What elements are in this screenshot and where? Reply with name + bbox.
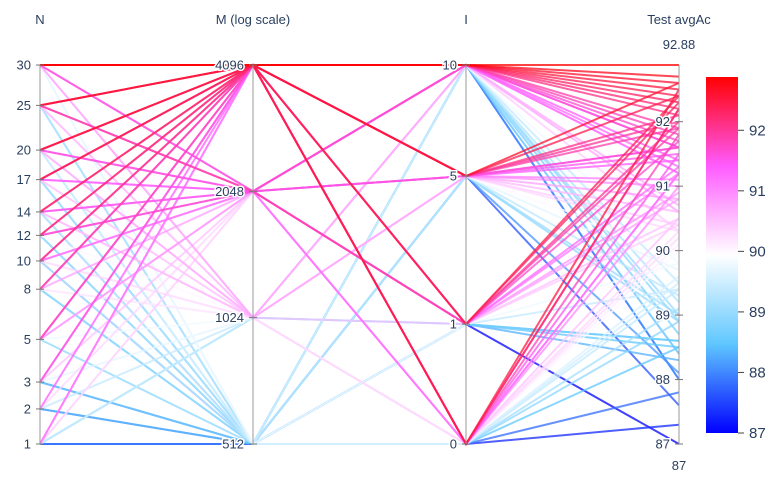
data-line (39, 104, 680, 446)
tick-label: 2 (24, 401, 31, 416)
colorbar-tick-label: 88 (749, 364, 766, 381)
colorbar-tick-label: 89 (749, 304, 766, 321)
tick-label: 5 (450, 169, 457, 184)
tick-label: 4096 (215, 58, 244, 73)
axis-title: Test avgAc (647, 12, 711, 27)
tick-label: 1 (24, 437, 31, 452)
colorbar-tick-label: 90 (749, 243, 766, 260)
tick-label: 90 (656, 243, 670, 258)
axis-title: I (464, 12, 468, 27)
data-line (39, 149, 680, 445)
data-line (40, 423, 680, 445)
data-line (39, 63, 680, 237)
tick-label: 14 (17, 204, 31, 219)
data-line (39, 288, 680, 445)
colorbar: 87 88 89 90 91 92 (706, 77, 766, 442)
tick-label: 1 (450, 317, 457, 332)
colorbar-tick-label: 91 (749, 183, 766, 200)
tick-label: 25 (17, 98, 31, 113)
colorbar-tick-label: 87 (749, 425, 766, 442)
tick-label: 8 (24, 282, 31, 297)
axis-range-min: 87 (672, 458, 686, 473)
axis-range-max: 92.88 (663, 37, 696, 52)
data-line (39, 288, 680, 446)
tick-label: 10 (443, 58, 457, 73)
tick-label: 20 (17, 143, 31, 158)
axis-title: N (35, 12, 44, 27)
tick-label: 88 (656, 372, 670, 387)
data-lines (39, 62, 680, 447)
tick-label: 1024 (215, 310, 244, 325)
tick-label: 89 (656, 308, 670, 323)
data-line (39, 391, 680, 445)
axis-4: Test avgAc 87 88 89 90 91 92 92.88 87 (647, 12, 711, 473)
colorbar-gradient (706, 77, 738, 433)
data-line (39, 178, 680, 326)
tick-label: 5 (24, 332, 31, 347)
tick-label: 2048 (215, 184, 244, 199)
axis-title: M (log scale) (216, 12, 290, 27)
tick-label: 91 (656, 179, 670, 194)
tick-label: 3 (24, 375, 31, 390)
tick-label: 30 (17, 58, 31, 73)
data-line (39, 104, 680, 326)
axis-3: I 0 1 5 10 (441, 12, 470, 453)
data-line (39, 64, 680, 320)
tick-label: 92 (656, 114, 670, 129)
tick-label: 17 (17, 172, 31, 187)
tick-label: 12 (17, 228, 31, 243)
tick-label: 87 (656, 437, 670, 452)
tick-label: 0 (450, 437, 457, 452)
tick-label: 512 (222, 437, 244, 452)
axis-2: M (log scale) 512 1024 2048 4096 (214, 12, 291, 453)
tick-label: 10 (17, 253, 31, 268)
data-line (39, 172, 680, 446)
colorbar-tick-label: 92 (749, 122, 766, 139)
